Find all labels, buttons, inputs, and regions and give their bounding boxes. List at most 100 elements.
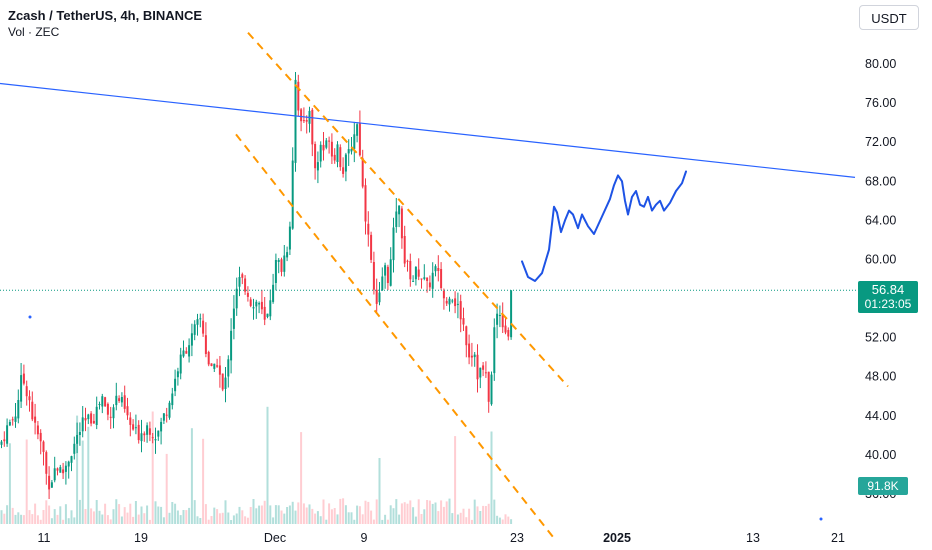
candle-body: [423, 277, 426, 279]
volume-bar: [302, 503, 305, 524]
candle-body: [241, 274, 244, 278]
candle-body: [504, 325, 507, 333]
volume-bar: [342, 498, 345, 524]
candle-body: [384, 265, 387, 276]
volume-bar: [45, 500, 48, 524]
volume-bar: [400, 503, 403, 524]
candle-body: [361, 158, 364, 187]
volume-bar: [328, 503, 331, 524]
candle-body: [64, 465, 67, 472]
candle-body: [230, 330, 233, 361]
candle-body: [322, 144, 325, 151]
candle-body: [280, 259, 283, 272]
candle-body: [179, 354, 182, 374]
candle-body: [160, 421, 163, 432]
marker-dot: [28, 315, 32, 319]
candle-body: [302, 120, 305, 122]
volume-bar: [280, 510, 283, 524]
candle-body: [157, 430, 160, 437]
candle-body: [414, 267, 417, 280]
volume-bar: [221, 512, 224, 524]
volume-bar: [87, 426, 90, 524]
candle-body: [274, 260, 277, 283]
candle-body: [213, 363, 216, 369]
volume-bar: [64, 504, 67, 524]
volume-indicator-label[interactable]: Vol · ZEC: [8, 25, 60, 39]
x-tick-label: 11: [38, 531, 51, 545]
candle-body: [319, 144, 322, 162]
currency-button[interactable]: USDT: [859, 5, 919, 30]
volume-bar: [319, 516, 322, 524]
volume-bar: [353, 519, 356, 524]
candle-body: [17, 400, 20, 419]
volume-bar: [185, 510, 188, 524]
volume-bar: [325, 519, 328, 524]
candle-body: [36, 425, 39, 435]
volume-bar: [286, 507, 289, 524]
candle-body: [476, 354, 479, 380]
volume-bar: [92, 511, 95, 524]
volume-bar: [300, 432, 303, 524]
volume-bar: [140, 506, 143, 524]
candle-body: [395, 211, 398, 227]
volume-bars: [0, 406, 513, 524]
volume-bar: [409, 500, 412, 524]
volume-bar: [378, 458, 381, 524]
volume-bar: [235, 513, 238, 524]
volume-bar: [456, 514, 459, 524]
volume-bar: [232, 515, 235, 524]
candle-body: [498, 315, 501, 316]
volume-bar: [174, 503, 177, 524]
volume-bar: [428, 500, 431, 524]
candle-body: [470, 355, 473, 358]
candle-body: [62, 469, 65, 474]
candle-body: [353, 134, 356, 149]
candle-body: [342, 167, 345, 174]
volume-bar: [350, 512, 353, 524]
candle-body: [176, 371, 179, 378]
candle-body: [126, 406, 129, 416]
candle-body: [431, 272, 434, 289]
volume-bar: [210, 516, 213, 524]
volume-bar: [305, 507, 308, 524]
candle-body: [8, 422, 11, 426]
volume-bar: [190, 428, 193, 524]
symbol-title[interactable]: Zcash / TetherUS, 4h, BINANCE: [8, 8, 203, 23]
volume-bar: [496, 515, 499, 524]
volume-bar: [440, 500, 443, 524]
volume-bar: [104, 503, 107, 524]
volume-bar: [420, 514, 423, 524]
volume-bar: [176, 510, 179, 524]
candle-body: [277, 260, 280, 262]
volume-bar: [56, 514, 59, 524]
candle-body: [442, 290, 445, 299]
volume-bar: [510, 519, 513, 524]
volume-bar: [109, 519, 112, 524]
candle-body: [70, 456, 73, 463]
y-tick-label: 68.00: [865, 174, 896, 188]
volume-bar: [277, 505, 280, 524]
volume-bar: [308, 504, 311, 524]
candle-body: [232, 308, 235, 329]
volume-bar: [39, 519, 42, 524]
volume-bar: [272, 517, 275, 524]
volume-bar: [358, 506, 361, 524]
candle-body: [87, 414, 90, 420]
candle-body: [90, 413, 93, 424]
y-tick-label: 76.00: [865, 96, 896, 110]
volume-bar: [269, 505, 272, 524]
candle-body: [392, 227, 395, 261]
candle-body: [221, 373, 224, 390]
candle-body: [53, 468, 56, 481]
volume-bar: [370, 510, 373, 524]
volume-bar: [42, 510, 45, 524]
volume-bar: [417, 499, 420, 524]
candle-body: [224, 377, 227, 389]
candle-body: [109, 416, 112, 418]
candle-body: [300, 109, 303, 122]
candle-body: [294, 79, 297, 163]
volume-bar: [336, 514, 339, 524]
candle-body: [249, 299, 252, 306]
volume-bar: [395, 499, 398, 524]
